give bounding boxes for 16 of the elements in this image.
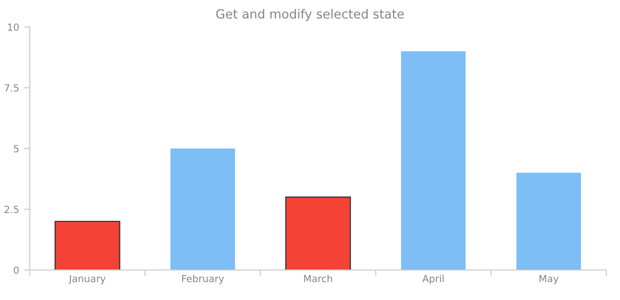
x-tick-label: March [304, 274, 332, 282]
x-tick-label: February [182, 274, 224, 284]
y-tick-label: 5 [14, 145, 18, 152]
bar [54, 220, 120, 270]
bar [285, 196, 351, 270]
chart-title: Get and modify selected state [216, 8, 404, 22]
x-tick-label: May [540, 275, 558, 284]
bar [516, 172, 581, 270]
bar [401, 51, 466, 270]
y-tick-label: 0 [14, 266, 19, 274]
y-tick-label: 7.5 [4, 84, 18, 92]
x-tick-label: January [68, 275, 106, 284]
bar [170, 148, 236, 270]
y-tick-label: 10 [8, 23, 19, 31]
x-tick-label: April [422, 274, 444, 284]
y-tick-label: 2.5 [4, 206, 18, 214]
